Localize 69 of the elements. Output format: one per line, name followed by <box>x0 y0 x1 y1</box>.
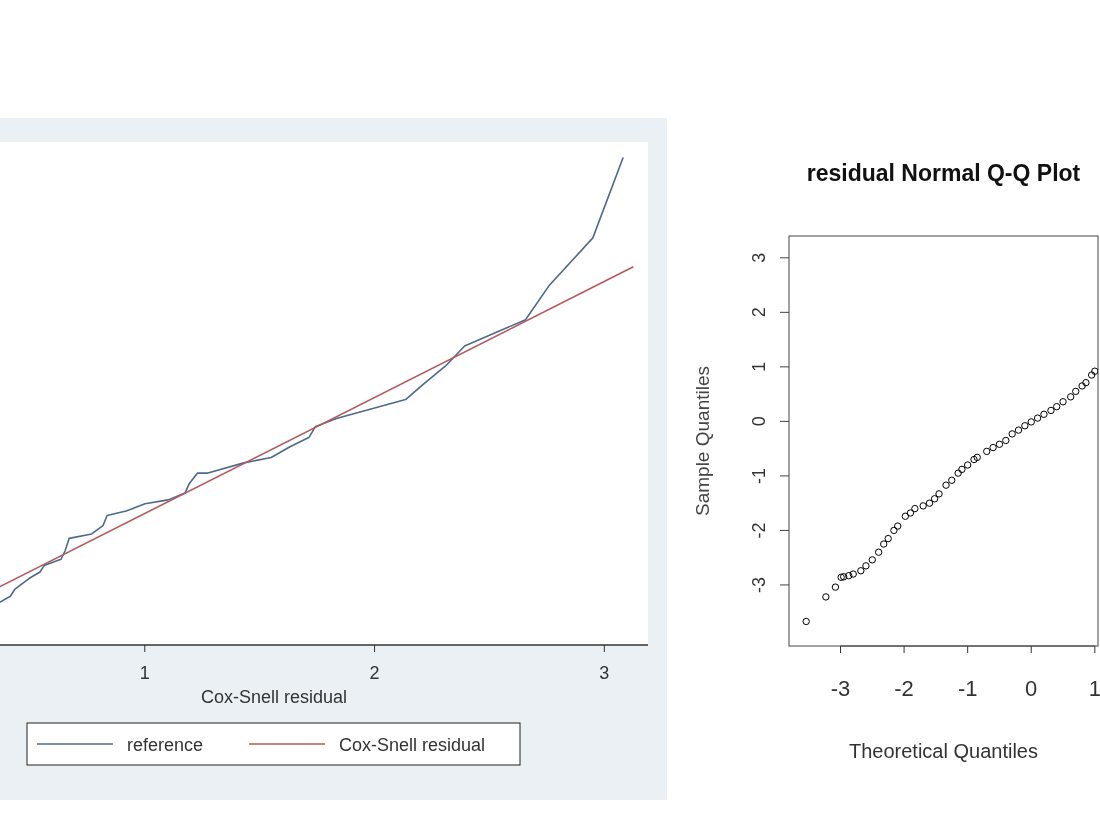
point <box>874 548 883 556</box>
point <box>911 504 919 513</box>
point <box>906 509 915 517</box>
point <box>1021 422 1029 430</box>
x-tick-label: 0 <box>1025 676 1038 701</box>
point <box>831 583 840 591</box>
point <box>1047 406 1055 415</box>
x-tick-label: 3 <box>599 663 610 683</box>
x-tick-label: 1 <box>1088 676 1100 701</box>
point <box>802 617 810 626</box>
point <box>884 534 892 543</box>
point <box>1052 402 1061 411</box>
y-tick-label: 0 <box>749 416 769 427</box>
point <box>989 443 997 452</box>
point <box>880 540 888 548</box>
y-axis-title: Sample Quantiles <box>692 366 713 516</box>
x-axis-title: Theoretical Quantiles <box>849 740 1038 762</box>
point <box>1066 393 1075 401</box>
y-tick-label: -1 <box>749 467 769 484</box>
x-tick-label: -2 <box>894 676 914 701</box>
point <box>948 476 956 484</box>
point <box>837 573 845 581</box>
point <box>958 465 966 474</box>
point <box>857 567 865 575</box>
point <box>935 490 943 498</box>
point <box>1091 367 1098 375</box>
point <box>849 570 857 578</box>
x-tick-label: -1 <box>957 676 978 701</box>
x-axis-title: Cox-Snell residual <box>200 687 348 707</box>
x-tick-label: -3 <box>830 676 851 701</box>
point <box>862 562 870 570</box>
point <box>868 556 876 564</box>
point <box>925 499 934 507</box>
point <box>1087 371 1096 379</box>
point <box>890 526 898 535</box>
y-tick-label: -3 <box>749 576 769 593</box>
y-tick-label: 2 <box>749 307 769 318</box>
point <box>1072 387 1080 396</box>
point <box>954 469 962 477</box>
point <box>822 593 830 601</box>
point <box>919 502 927 510</box>
y-tick-label: 3 <box>749 252 769 263</box>
point <box>839 573 848 581</box>
point <box>1014 426 1023 434</box>
point <box>1059 398 1067 406</box>
point <box>1082 378 1090 387</box>
legend-label: Cox-Snell residual <box>339 735 486 755</box>
point <box>963 461 972 469</box>
chart-title: residual Normal Q-Q Plot <box>806 160 1081 186</box>
point <box>894 522 902 530</box>
point <box>1078 382 1086 390</box>
x-tick-label: 2 <box>369 663 380 683</box>
point <box>973 453 981 462</box>
y-tick-label: -2 <box>749 522 769 539</box>
point <box>970 455 978 464</box>
point <box>1027 418 1035 426</box>
point <box>1033 414 1042 422</box>
point <box>995 440 1004 448</box>
legend-label: reference <box>127 735 204 755</box>
point <box>901 512 910 520</box>
point <box>983 447 991 456</box>
x-tick-label: 1 <box>139 663 150 683</box>
point <box>1002 436 1010 445</box>
point <box>845 571 853 580</box>
point <box>942 481 950 489</box>
point <box>1040 410 1048 418</box>
point <box>1008 430 1016 438</box>
point <box>930 495 939 503</box>
y-tick-label: 1 <box>749 361 769 372</box>
